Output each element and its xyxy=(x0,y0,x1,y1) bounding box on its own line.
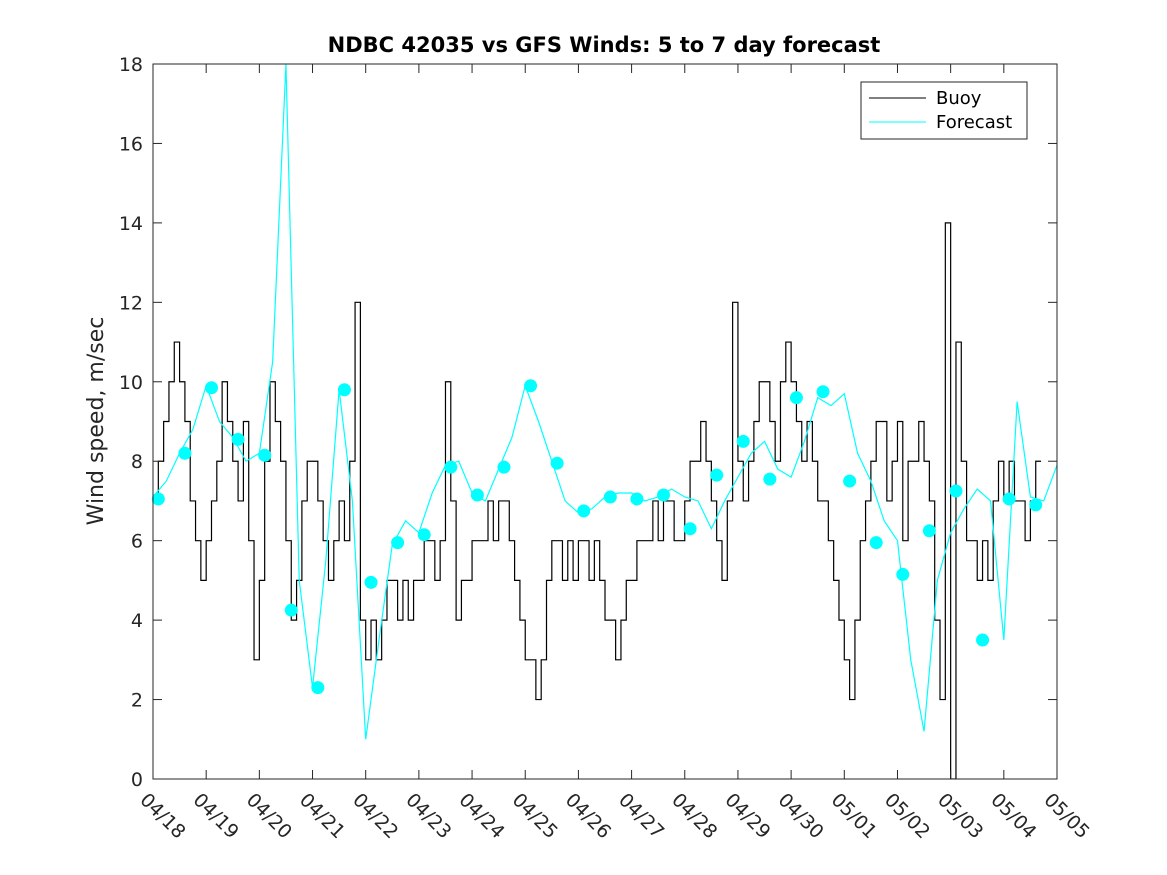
forecast-marker xyxy=(843,474,857,488)
forecast-marker xyxy=(151,492,165,506)
legend-box xyxy=(860,81,1028,140)
x-tick-label: 05/04 xyxy=(986,789,1040,843)
forecast-marker xyxy=(417,528,431,542)
x-tick-label: 05/02 xyxy=(880,789,934,843)
x-tick-label: 04/24 xyxy=(455,789,509,843)
forecast-marker xyxy=(736,434,750,448)
axes-box xyxy=(152,63,1058,780)
forecast-marker xyxy=(710,468,724,482)
forecast-marker xyxy=(391,536,405,550)
forecast-marker xyxy=(204,381,218,395)
forecast-marker xyxy=(603,490,617,504)
y-axis-label: Wind speed, m/sec xyxy=(84,317,109,526)
forecast-marker xyxy=(896,567,910,581)
forecast-marker xyxy=(311,681,325,695)
x-tick-label: 04/18 xyxy=(135,789,189,843)
forecast-marker xyxy=(524,379,538,393)
legend-label-buoy: Buoy xyxy=(936,88,982,109)
y-tick-label: 10 xyxy=(119,372,143,394)
forecast-marker xyxy=(1029,498,1043,512)
y-tick-label: 4 xyxy=(131,610,143,632)
forecast-marker xyxy=(497,460,511,474)
y-tick-label: 16 xyxy=(119,133,143,155)
forecast-marker xyxy=(630,492,644,506)
axes: 0 2 4 6 8 10 12 14 16 18 04/1804/1904/2004/2104/22… xyxy=(119,54,1094,843)
series-line-buoy xyxy=(153,222,1042,779)
forecast-marker xyxy=(284,603,298,617)
x-tick-label: 05/03 xyxy=(933,789,987,843)
forecast-marker xyxy=(444,460,458,474)
y-tick-label: 8 xyxy=(131,451,143,473)
series-lines xyxy=(153,64,1057,779)
forecast-marker xyxy=(258,448,272,462)
forecast-marker xyxy=(178,446,192,460)
plot-area xyxy=(151,64,1057,779)
x-tick-label: 04/27 xyxy=(614,789,668,843)
forecast-marker xyxy=(577,504,591,518)
y-tick-label: 6 xyxy=(131,531,143,553)
forecast-marker xyxy=(763,472,777,486)
x-tick-label: 04/19 xyxy=(189,789,243,843)
y-tick-label: 18 xyxy=(119,54,143,76)
forecast-marker xyxy=(816,385,830,399)
x-tick-label: 05/01 xyxy=(827,789,881,843)
forecast-marker xyxy=(976,633,990,647)
x-tick-label: 04/26 xyxy=(561,789,615,843)
forecast-marker xyxy=(337,383,351,397)
legend-label-forecast: Forecast xyxy=(936,112,1012,133)
y-tick-label: 12 xyxy=(119,292,143,314)
x-tick-label: 04/25 xyxy=(508,789,562,843)
x-tick-label: 04/30 xyxy=(774,789,828,843)
x-tick-label: 04/29 xyxy=(720,789,774,843)
x-tick-label: 04/28 xyxy=(667,789,721,843)
forecast-marker xyxy=(922,524,936,538)
forecast-marker xyxy=(1002,492,1016,506)
forecast-marker xyxy=(656,488,670,502)
x-tick-label: 04/23 xyxy=(401,789,455,843)
y-tick-label: 0 xyxy=(131,769,143,791)
forecast-marker xyxy=(550,456,564,470)
legend: Buoy Forecast xyxy=(860,81,1028,140)
x-tick-label: 05/05 xyxy=(1039,789,1093,843)
forecast-marker xyxy=(869,536,883,550)
x-tick-label: 04/21 xyxy=(295,789,349,843)
forecast-marker xyxy=(683,522,697,536)
y-tick-label: 14 xyxy=(119,213,143,235)
forecast-marker xyxy=(231,432,245,446)
x-tick-label: 04/20 xyxy=(242,789,296,843)
forecast-marker xyxy=(949,484,963,498)
forecast-marker xyxy=(470,488,484,502)
forecast-marker xyxy=(364,575,378,589)
y-tick-label: 2 xyxy=(131,690,143,712)
series-line-forecast xyxy=(153,64,1057,740)
chart-title: NDBC 42035 vs GFS Winds: 5 to 7 day fore… xyxy=(328,33,881,57)
forecast-marker xyxy=(789,391,803,405)
x-tick-label: 04/22 xyxy=(348,789,402,843)
